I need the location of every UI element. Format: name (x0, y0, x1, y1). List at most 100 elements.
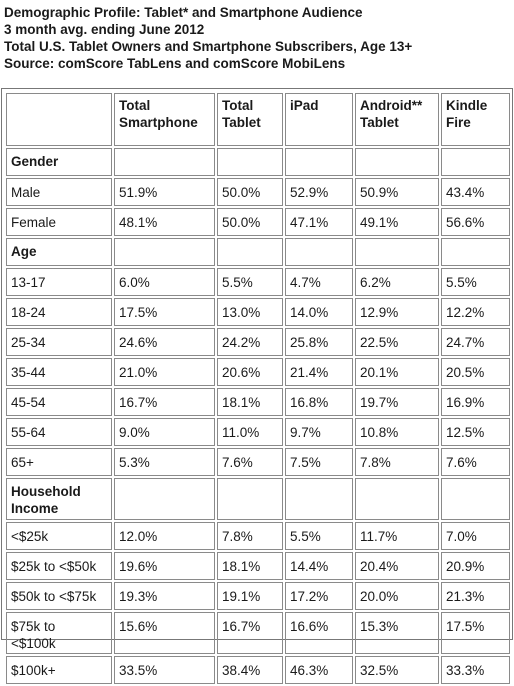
column-header-line: Tablet (360, 115, 399, 130)
row-label-cell: $75k to <$100k (6, 612, 112, 654)
value-cell (441, 478, 510, 520)
value-cell: 11.0% (217, 418, 283, 446)
value-cell (217, 238, 283, 266)
value-cell: 22.5% (355, 328, 439, 356)
value-cell: 19.7% (355, 388, 439, 416)
row-label: Female (11, 215, 57, 230)
value-cell: 6.0% (114, 268, 215, 296)
table-row: 25-34 24.6% 24.2% 25.8% 22.5% 24.7% (6, 328, 510, 356)
value-cell (114, 148, 215, 176)
row-label: 13-17 (11, 275, 46, 290)
value-cell: 7.8% (355, 448, 439, 476)
value-cell (355, 478, 439, 520)
table-row: $50k to <$75k 19.3% 19.1% 17.2% 20.0% 21.3% (6, 582, 510, 610)
value-cell: 17.5% (114, 298, 215, 326)
value-cell: 9.0% (114, 418, 215, 446)
value-cell: 18.1% (217, 388, 283, 416)
column-header-line: Android** (360, 98, 423, 113)
column-header-line: Kindle (446, 98, 488, 113)
value-cell: 50.9% (355, 178, 439, 206)
value-cell: 24.7% (441, 328, 510, 356)
row-label-cell: 18-24 (6, 298, 112, 326)
table-heading: Demographic Profile: Tablet* and Smartph… (4, 4, 510, 72)
table-row: 65+ 5.3% 7.6% 7.5% 7.8% 7.6% (6, 448, 510, 476)
heading-period: 3 month avg. ending June 2012 (4, 22, 205, 37)
value-cell: 18.1% (217, 552, 283, 580)
value-cell: 21.3% (441, 582, 510, 610)
column-header-line: Total (119, 98, 151, 113)
value-cell: 20.6% (217, 358, 283, 386)
row-label: $25k to <$50k (11, 559, 97, 574)
row-label-cell: 25-34 (6, 328, 112, 356)
value-cell: 14.0% (285, 298, 353, 326)
row-label-cell: Household Income (6, 478, 112, 520)
value-cell: 12.0% (114, 522, 215, 550)
value-cell: 13.0% (217, 298, 283, 326)
section-row: Gender (6, 148, 510, 176)
table-row: $75k to <$100k 15.6% 16.7% 16.6% 15.3% 17.5% (6, 612, 510, 654)
row-label: 65+ (11, 455, 34, 470)
value-cell: 17.5% (441, 612, 510, 654)
row-label-cell: $100k+ (6, 656, 112, 684)
row-label: $100k+ (11, 663, 56, 678)
value-cell (114, 478, 215, 520)
table-row: 55-64 9.0% 11.0% 9.7% 10.8% 12.5% (6, 418, 510, 446)
value-cell: 19.1% (217, 582, 283, 610)
row-label: $75k to (11, 619, 56, 634)
value-cell: 24.2% (217, 328, 283, 356)
value-cell: 47.1% (285, 208, 353, 236)
value-cell: 5.3% (114, 448, 215, 476)
value-cell: 32.5% (355, 656, 439, 684)
value-cell: 9.7% (285, 418, 353, 446)
value-cell: 6.2% (355, 268, 439, 296)
table-row: <$25k 12.0% 7.8% 5.5% 11.7% 7.0% (6, 522, 510, 550)
column-header: Android** Tablet (355, 93, 439, 146)
value-cell: 46.3% (285, 656, 353, 684)
value-cell: 16.9% (441, 388, 510, 416)
row-label: 25-34 (11, 335, 46, 350)
value-cell: 19.6% (114, 552, 215, 580)
value-cell: 4.7% (285, 268, 353, 296)
value-cell: 17.2% (285, 582, 353, 610)
value-cell: 16.7% (114, 388, 215, 416)
value-cell: 7.8% (217, 522, 283, 550)
value-cell (114, 238, 215, 266)
value-cell: 11.7% (355, 522, 439, 550)
value-cell (217, 148, 283, 176)
value-cell: 5.5% (217, 268, 283, 296)
table-row: Male 51.9% 50.0% 52.9% 50.9% 43.4% (6, 178, 510, 206)
value-cell: 48.1% (114, 208, 215, 236)
row-label-cell: 65+ (6, 448, 112, 476)
value-cell: 50.0% (217, 178, 283, 206)
column-header-line: Total (222, 98, 254, 113)
value-cell: 15.3% (355, 612, 439, 654)
table-row: $25k to <$50k 19.6% 18.1% 14.4% 20.4% 20.9% (6, 552, 510, 580)
column-header-line: iPad (290, 98, 319, 113)
value-cell: 56.6% (441, 208, 510, 236)
table-row: 45-54 16.7% 18.1% 16.8% 19.7% 16.9% (6, 388, 510, 416)
value-cell (441, 238, 510, 266)
row-label: Age (11, 244, 37, 259)
row-label: <$100k (11, 636, 56, 651)
row-label-cell: 35-44 (6, 358, 112, 386)
header-row: Total Smartphone Total Tablet iPad Android** T… (6, 93, 510, 146)
value-cell: 24.6% (114, 328, 215, 356)
value-cell: 12.5% (441, 418, 510, 446)
row-label-cell: Gender (6, 148, 112, 176)
value-cell: 20.0% (355, 582, 439, 610)
row-label-cell: 13-17 (6, 268, 112, 296)
value-cell: 20.1% (355, 358, 439, 386)
value-cell: 25.8% (285, 328, 353, 356)
value-cell: 7.5% (285, 448, 353, 476)
row-label-cell: 45-54 (6, 388, 112, 416)
demographic-table: Total Smartphone Total Tablet iPad Android** T… (4, 91, 512, 686)
row-label-cell: $25k to <$50k (6, 552, 112, 580)
value-cell (285, 238, 353, 266)
value-cell: 38.4% (217, 656, 283, 684)
value-cell (217, 478, 283, 520)
row-label: 18-24 (11, 305, 46, 320)
page: Demographic Profile: Tablet* and Smartph… (1, 4, 513, 684)
value-cell: 51.9% (114, 178, 215, 206)
heading-title: Demographic Profile: Tablet* and Smartph… (4, 5, 363, 20)
value-cell: 20.4% (355, 552, 439, 580)
